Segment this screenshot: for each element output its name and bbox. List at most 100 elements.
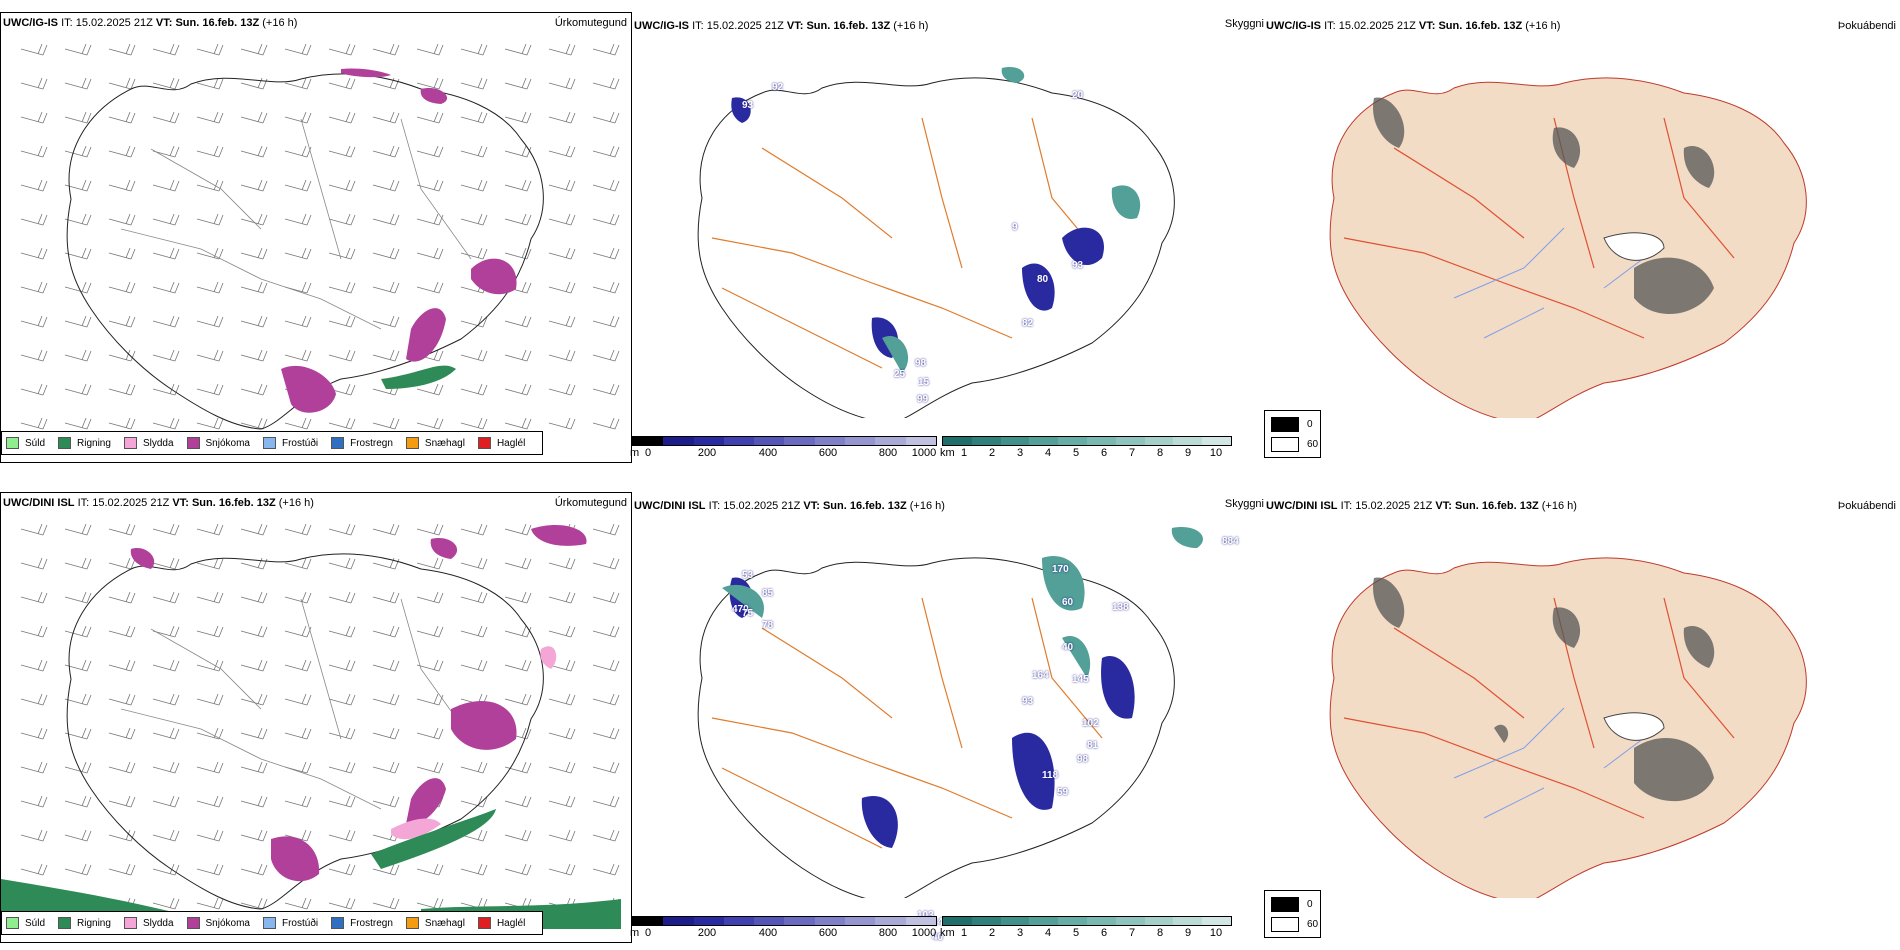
roads: [711, 597, 1103, 849]
vt-value: Sun. 16.feb. 13Z: [806, 20, 891, 32]
precip-title: Úrkomutegund: [554, 17, 627, 29]
fog-legend: 0 60: [1264, 410, 1321, 458]
vis-colorbar-m: m 0 200 400 600 800 1000: [630, 916, 937, 940]
tick-label: 4: [1044, 447, 1052, 459]
tick-label: 4: [1044, 927, 1052, 939]
tick-label: 400: [758, 927, 778, 939]
precip-map: [20, 43, 620, 449]
snow-area: [281, 68, 517, 413]
vt-label: VT:: [1435, 500, 1452, 512]
fog-dark: [1373, 577, 1715, 802]
precip-map: [1, 523, 621, 929]
lead-time: (+16 h): [1525, 20, 1561, 32]
legend-item: Rigning: [58, 917, 111, 929]
legend-bottom: 60: [1307, 439, 1319, 450]
legend-top: 0: [1307, 899, 1313, 910]
tick-label: 7: [1128, 927, 1136, 939]
it-value: 15.02.2025 21Z: [1355, 500, 1433, 512]
tick-label: 8: [1156, 927, 1164, 939]
tick-label: 200: [697, 927, 717, 939]
it-label: IT:: [692, 20, 704, 32]
iceland-outline: [697, 77, 1175, 418]
tick-label: 0: [644, 927, 652, 939]
model-name: UWC/DINI ISL: [1266, 500, 1338, 512]
tick-label: 5: [1072, 927, 1080, 939]
iceland-outline: [66, 73, 544, 430]
rivers: [1453, 227, 1645, 339]
legend-item: Slydda: [123, 917, 174, 929]
wind-barbs: [20, 43, 620, 430]
visibility-value-label: 85: [762, 588, 774, 599]
fog-dark: [1373, 97, 1715, 315]
tick-label: 1: [960, 927, 968, 939]
fog-title: Þokuábendi: [1837, 20, 1896, 32]
tick-label: 10: [1209, 447, 1223, 459]
panel-header: UWC/IG-IS IT: 15.02.2025 21Z VT: Sun. 16…: [1266, 20, 1560, 32]
lead-time: (+16 h): [1541, 500, 1577, 512]
tick-label: 3: [1016, 927, 1024, 939]
visibility-value-label: 138: [1112, 602, 1129, 613]
visibility-value-label: 102: [1082, 718, 1099, 729]
fog-map: [1329, 557, 1807, 898]
visibility-value-label: 103: [917, 910, 934, 921]
vt-value: Sun. 16.feb. 13Z: [1438, 20, 1523, 32]
tick-label: 400: [758, 447, 778, 459]
legend-item: Snjókoma: [186, 437, 250, 449]
fog-indicator-panel: UWC/DINI ISL IT: 15.02.2025 21Z VT: Sun.…: [1264, 492, 1900, 943]
model-name: UWC/IG-IS: [3, 17, 58, 29]
legend-item: Frostregn: [331, 917, 393, 929]
model-name: UWC/DINI ISL: [634, 500, 706, 512]
vt-value: Sun. 16.feb. 13Z: [175, 17, 260, 29]
precip-type-panel: UWC/IG-IS IT: 15.02.2025 21Z VT: Sun. 16…: [0, 12, 632, 463]
row-ig-is: UWC/IG-IS IT: 15.02.2025 21Z VT: Sun. 16…: [0, 0, 1900, 470]
row-dini-isl: UWC/DINI ISL IT: 15.02.2025 21Z VT: Sun.…: [0, 480, 1900, 950]
lead-time: (+16 h): [262, 17, 298, 29]
precip-title: Úrkomutegund: [554, 497, 627, 509]
visibility-value-label: 59: [1057, 787, 1069, 798]
visibility-value-label: 75: [742, 608, 754, 619]
vt-value: Sun. 16.feb. 13Z: [191, 497, 276, 509]
tick-label: 1: [960, 447, 968, 459]
visibility-value-label: 98: [1077, 754, 1089, 765]
visibility-title: Skyggni: [1224, 18, 1264, 30]
it-label: IT:: [61, 17, 73, 29]
tick-label: 800: [878, 447, 898, 459]
roads: [1343, 597, 1735, 819]
legend-item: Snjókoma: [186, 917, 250, 929]
tick-label: 0: [644, 447, 652, 459]
visibility-value-label: 40: [932, 932, 944, 943]
visibility-value-label: 145: [1072, 674, 1089, 685]
tick-label: 9: [1184, 447, 1192, 459]
visibility-value-label: 60: [1062, 597, 1074, 608]
vt-label: VT:: [172, 497, 189, 509]
legend-bottom: 60: [1307, 919, 1319, 930]
visibility-value-label: 147: [932, 917, 949, 928]
legend-item: Snæhagl: [405, 437, 465, 449]
visibility-map: [697, 66, 1175, 418]
vis-colorbar-m: m 0 200 400 600 800 1000: [630, 436, 937, 460]
it-value: 15.02.2025 21Z: [92, 497, 170, 509]
visibility-value-label: 93: [1022, 696, 1034, 707]
tick-label: 1000: [911, 447, 937, 459]
visibility-value-label: 78: [762, 620, 774, 631]
tick-label: 7: [1128, 447, 1136, 459]
tick-label: 5: [1072, 447, 1080, 459]
precip-type-panel: UWC/DINI ISL IT: 15.02.2025 21Z VT: Sun.…: [0, 492, 632, 943]
fog-light: [1603, 712, 1665, 741]
low-vis-blue: [729, 577, 1135, 848]
tick-label: 600: [818, 447, 838, 459]
vt-value: Sun. 16.feb. 13Z: [822, 500, 907, 512]
unit-label: m: [630, 447, 640, 459]
visibility-title: Skyggni: [1224, 498, 1264, 510]
vt-value: Sun. 16.feb. 13Z: [1454, 500, 1539, 512]
roads: [120, 598, 472, 810]
legend-item: Frostúði: [262, 437, 318, 449]
iceland-outline: [66, 553, 544, 910]
it-value: 15.02.2025 21Z: [75, 17, 153, 29]
model-name: UWC/IG-IS: [1266, 20, 1321, 32]
tick-label: 600: [818, 927, 838, 939]
unit-label: km: [940, 447, 955, 459]
roads: [1343, 117, 1735, 339]
tick-label: 200: [697, 447, 717, 459]
it-label: IT:: [1340, 500, 1353, 512]
